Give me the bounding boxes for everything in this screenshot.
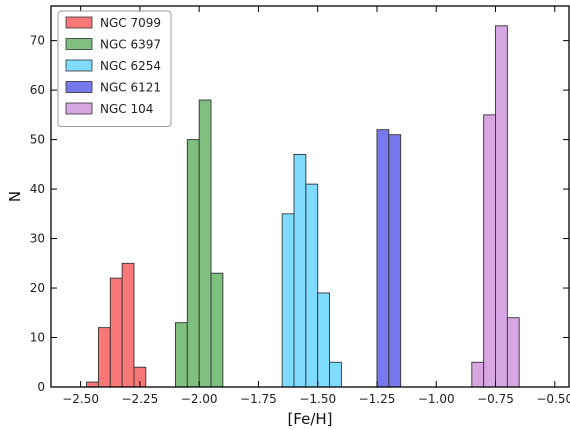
legend-swatch: [65, 16, 93, 29]
x-tick-label: −2.50: [62, 392, 99, 406]
histogram-bar: [210, 272, 224, 388]
histogram-bar: [483, 114, 496, 388]
y-tick-label: 40: [30, 182, 45, 196]
x-tick-label: −2.25: [122, 392, 159, 406]
x-tick-label: −0.50: [536, 392, 570, 406]
x-tick-label: −1.25: [359, 392, 396, 406]
histogram-bar: [198, 99, 212, 388]
histogram-bar: [329, 361, 342, 388]
legend-label: NGC 6121: [100, 81, 161, 95]
legend-swatch: [65, 38, 93, 50]
histogram-bar: [281, 213, 295, 388]
histogram-bar: [388, 134, 402, 388]
histogram-bar: [97, 327, 111, 388]
histogram-bar: [121, 262, 135, 388]
histogram-bar: [186, 139, 200, 388]
histogram-bar: [495, 25, 508, 388]
bars-layer: [86, 25, 520, 388]
legend-label: NGC 6397: [100, 38, 161, 52]
legend-label: NGC 6254: [100, 59, 161, 73]
y-tick-label: 70: [30, 34, 45, 48]
y-tick-label: 60: [30, 83, 45, 97]
histogram-bar: [471, 361, 485, 388]
y-tick-label: 0: [37, 380, 45, 394]
legend-swatch: [65, 102, 93, 115]
x-axis-label: [Fe/H]: [287, 410, 332, 428]
legend-label: NGC 104: [100, 102, 153, 116]
histogram-bar: [175, 322, 188, 388]
y-tick-label: 50: [30, 133, 45, 147]
y-axis-label: N: [6, 191, 24, 202]
plot-frame: [50, 5, 570, 388]
y-axis: 0 10 20 30 40 50 60 70: [30, 34, 569, 394]
legend-label: NGC 7099: [100, 16, 161, 30]
histogram-bar: [506, 317, 520, 388]
histogram-bar: [317, 292, 331, 388]
legend-swatch: [65, 81, 93, 93]
histogram-bar: [86, 381, 99, 388]
x-tick-label: −1.00: [418, 392, 455, 406]
x-tick-label: −1.75: [240, 392, 277, 406]
histogram-bar: [305, 183, 319, 388]
legend: NGC 7099 NGC 6397 NGC 6254 NGC 6121 NGC 104: [57, 10, 172, 127]
x-tick-label: −1.50: [299, 392, 336, 406]
y-tick-label: 30: [30, 232, 45, 246]
x-axis: −2.50 −2.25 −2.00 −1.75 −1.50 −1.25 −1.00 −0.75…: [62, 6, 570, 406]
histogram-bar: [109, 277, 123, 388]
histogram-bar: [376, 129, 390, 388]
legend-swatch: [65, 59, 93, 72]
y-tick-label: 10: [30, 331, 45, 345]
histogram-bar: [293, 153, 307, 388]
y-tick-label: 20: [30, 281, 45, 295]
x-tick-label: −2.00: [181, 392, 218, 406]
x-tick-label: −0.75: [477, 392, 514, 406]
